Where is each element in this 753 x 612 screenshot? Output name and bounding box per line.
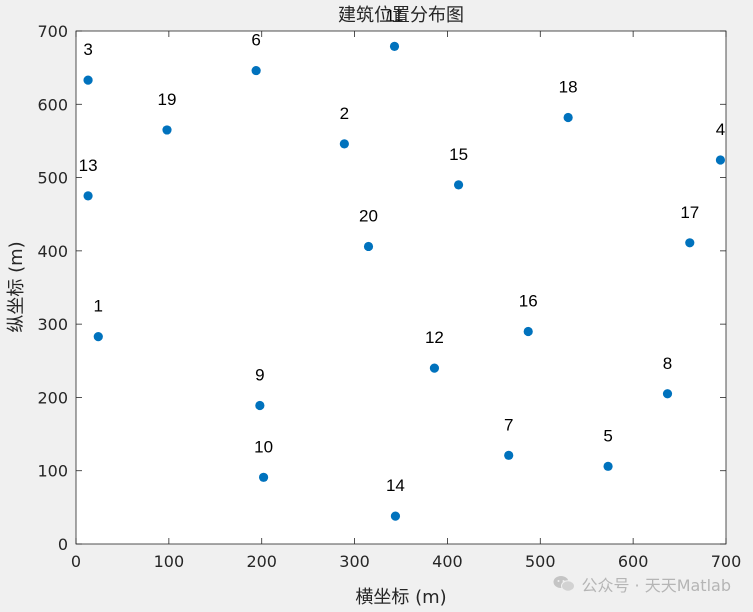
chart-title: 建筑位置分布图 [338,5,464,26]
data-point [715,155,726,165]
data-point [389,41,400,51]
point-label: 7 [504,415,513,434]
data-point [563,112,573,123]
y-tick-label: 400 [37,242,68,261]
y-tick-label: 300 [37,315,68,334]
watermark-text: 公众号 · 天天Matlab [581,576,731,595]
data-point [453,180,464,190]
x-tick-label: 0 [71,552,81,571]
point-label: 15 [449,145,468,164]
data-point [390,511,401,521]
point-label: 2 [340,104,349,123]
point-label: 9 [255,365,264,384]
data-point [662,389,673,399]
point-label: 4 [716,120,725,139]
y-tick-label: 600 [37,95,68,114]
point-label: 3 [83,40,92,59]
x-tick-label: 500 [525,552,556,571]
point-label: 1 [94,297,103,316]
x-tick-label: 400 [432,552,463,571]
point-label: 8 [663,354,672,373]
y-tick-label: 500 [37,169,68,188]
point-label: 20 [359,206,378,225]
point-label: 17 [680,203,699,222]
y-tick-label: 100 [37,462,68,481]
point-label: 12 [425,328,444,347]
point-label: 14 [386,476,405,495]
point-label: 5 [603,426,612,445]
data-point [429,363,440,373]
point-label: 11 [386,6,404,25]
x-tick-label: 600 [618,552,649,571]
y-tick-label: 0 [58,535,68,554]
x-tick-label: 700 [711,552,742,571]
data-point [258,472,269,482]
data-point [339,139,349,149]
data-point [251,65,261,76]
x-tick-label: 300 [339,552,370,571]
data-point [162,125,172,135]
data-point [523,326,533,337]
y-tick-label: 700 [37,22,68,41]
data-point [363,241,374,252]
point-label: 16 [519,291,538,310]
x-axis-label: 横坐标 (m) [355,587,446,608]
x-tick-label: 200 [246,552,277,571]
point-label: 19 [158,90,177,109]
data-point [255,400,265,411]
watermark: 公众号 · 天天Matlab [553,572,731,596]
point-label: 18 [559,77,578,96]
data-point [685,238,695,248]
data-point [93,332,103,342]
data-point [603,461,613,471]
y-axis-label: 纵坐标 (m) [6,241,27,332]
plot-area [75,30,727,545]
point-label: 13 [79,156,98,175]
point-label: 6 [251,31,260,50]
data-point [504,450,514,460]
data-point [83,191,93,201]
data-point [83,75,93,85]
x-tick-label: 100 [154,552,185,571]
axis-ticks: 0 100 200 300 400 500 600 700 0 100 200 300 400 500 60… [37,22,741,571]
point-label: 10 [254,437,273,456]
wechat-icon [553,576,576,592]
y-tick-label: 200 [37,388,68,407]
